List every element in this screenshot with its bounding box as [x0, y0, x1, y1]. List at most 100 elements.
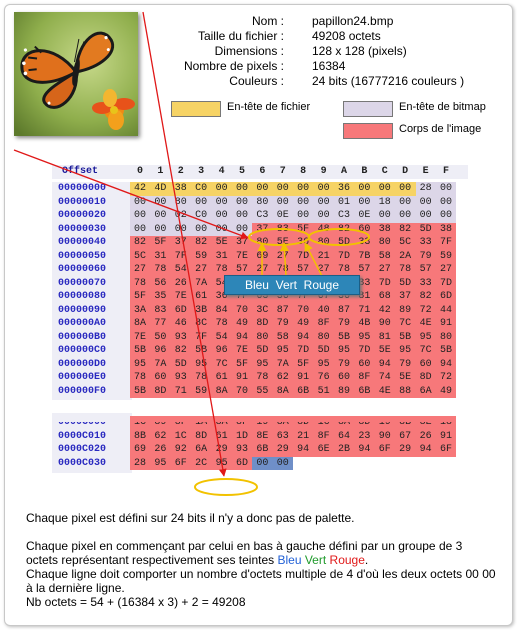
hex-byte: 35 — [154, 291, 167, 302]
hex-byte: 6A — [195, 444, 208, 455]
hex-byte: 49 — [439, 385, 452, 397]
hex-byte: 94 — [378, 358, 391, 370]
hex-byte: 60 — [337, 372, 350, 383]
hex-byte: 71 — [358, 304, 371, 316]
byte-background — [334, 456, 355, 470]
hex-byte: 00 — [133, 223, 146, 235]
byte-background — [436, 317, 457, 331]
byte-background — [395, 416, 416, 430]
byte-background — [272, 371, 294, 385]
hex-byte: 00 — [235, 183, 248, 194]
hex-byte: 78 — [133, 277, 146, 289]
byte-background — [272, 429, 294, 443]
hex-byte: C3 — [337, 210, 350, 221]
byte-background — [436, 371, 457, 385]
hex-byte: 59 — [195, 385, 208, 397]
hex-byte: 94 — [297, 331, 310, 343]
hex-byte: 5F — [133, 291, 146, 302]
hex-byte: 4E — [419, 318, 432, 329]
hex-byte: 82 — [419, 291, 432, 302]
hex-byte: 72 — [439, 372, 452, 383]
byte-background — [415, 263, 436, 277]
description-line-4: Nb octets = 54 + (16384 x 3) + 2 = 49208 — [26, 595, 246, 609]
hex-byte: 5C — [133, 250, 146, 262]
hex-byte: 95 — [215, 457, 228, 469]
hex-byte: 37 — [174, 237, 187, 248]
byte-background — [374, 182, 396, 196]
hex-byte: 33 — [419, 237, 432, 248]
byte-background — [293, 384, 314, 398]
hex-row-offset: 00000060 — [58, 264, 107, 275]
hex-byte: 90 — [378, 430, 391, 442]
hex-byte: 6F — [439, 444, 452, 455]
hex-byte: 92 — [174, 444, 187, 455]
hex-row-offset: 00000090 — [58, 304, 107, 316]
hex-column-header: A — [340, 166, 347, 177]
byte-background — [334, 443, 355, 457]
hex-byte: 00 — [215, 196, 228, 208]
byte-background — [272, 344, 294, 358]
hex-byte: 7D — [297, 345, 310, 356]
byte-background — [293, 303, 314, 317]
hex-byte: 77 — [154, 318, 167, 329]
hex-byte: 4B — [358, 318, 371, 329]
hex-byte: 5D — [317, 345, 330, 356]
hex-byte: 00 — [154, 210, 167, 221]
hex-byte: 60 — [358, 223, 371, 235]
hex-row-offset: 000000D0 — [58, 358, 107, 370]
legend-label-bitmap-header: En-tête de bitmap — [399, 101, 486, 113]
hex-byte: 02 — [174, 210, 187, 221]
byte-background — [415, 182, 436, 196]
hex-byte: 2B — [337, 444, 350, 455]
byte-background — [252, 443, 273, 457]
hex-byte: 5F — [235, 358, 248, 370]
byte-background — [415, 236, 436, 250]
byte-background — [354, 344, 375, 358]
byte-background — [374, 195, 396, 209]
hex-byte: 00 — [195, 196, 208, 208]
hex-byte: 19 — [256, 417, 269, 428]
hex-byte: 2A — [399, 250, 412, 262]
hex-byte: 00 — [317, 196, 330, 208]
hex-byte: 8D — [256, 318, 269, 329]
hex-byte: 68 — [378, 291, 391, 302]
hex-byte: 5E — [276, 237, 289, 248]
hex-byte: 6D — [439, 291, 452, 302]
byte-background — [313, 317, 334, 331]
hex-byte: 28 — [419, 183, 432, 194]
hex-byte: 18 — [439, 417, 452, 428]
hex-byte: 94 — [358, 444, 371, 455]
hex-byte: 78 — [337, 264, 350, 275]
description-line-3: Chaque ligne doit comporter un nombre d'… — [26, 567, 496, 595]
hex-byte: 78 — [399, 264, 412, 275]
hex-byte: 00 — [276, 457, 289, 469]
hex-byte: 8E — [256, 430, 269, 442]
byte-background — [313, 303, 334, 317]
byte-background — [232, 371, 253, 385]
hex-byte: 00 — [235, 196, 248, 208]
hex-byte: 61 — [215, 430, 228, 442]
hex-byte: 00 — [174, 223, 187, 235]
hex-byte: 7E — [174, 291, 187, 302]
hex-byte: 76 — [317, 372, 330, 383]
hex-byte: 48 — [317, 223, 330, 235]
hex-byte: 00 — [256, 183, 269, 194]
hex-byte: 27 — [378, 264, 391, 275]
byte-background — [313, 456, 334, 470]
byte-background — [395, 263, 416, 277]
hex-column-header: 5 — [238, 166, 245, 177]
hex-byte: 5B — [195, 345, 208, 356]
byte-background — [354, 429, 375, 443]
byte-background — [334, 344, 355, 358]
byte-background — [436, 263, 457, 277]
hex-byte: 78 — [154, 264, 167, 275]
hex-byte: 50 — [154, 331, 167, 343]
callout-red: Rouge — [303, 278, 340, 292]
byte-background — [232, 357, 253, 371]
hex-byte: 70 — [235, 304, 248, 316]
offset-column-band-bottom — [52, 413, 132, 473]
byte-background — [272, 195, 294, 209]
byte-background — [395, 222, 416, 236]
hex-byte: 91 — [297, 372, 310, 383]
callout-blue: Bleu — [244, 278, 269, 292]
